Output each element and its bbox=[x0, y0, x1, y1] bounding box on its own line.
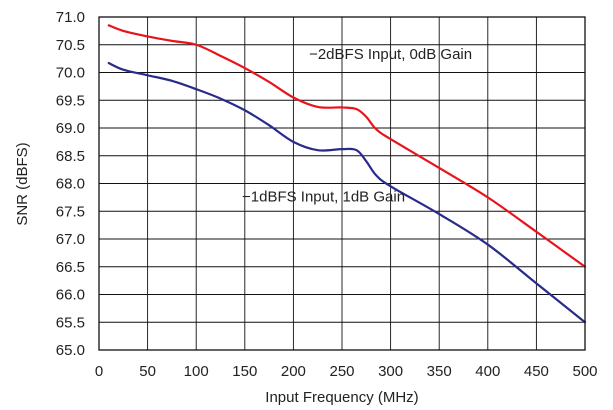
annotations: −2dBFS Input, 0dB Gain −1dBFS Input, 1dB … bbox=[242, 46, 472, 205]
x-tick-label: 100 bbox=[184, 363, 209, 380]
y-tick-label: 67.5 bbox=[56, 203, 85, 220]
x-tick-label: 50 bbox=[139, 363, 156, 380]
y-tick-label: 69.0 bbox=[56, 120, 85, 137]
series-annotation-label: −1dBFS Input, 1dB Gain bbox=[242, 188, 405, 205]
x-axis-ticks: 0 50 100 150 200 250 300 350 400 450 500 bbox=[95, 363, 598, 380]
y-tick-label: 70.0 bbox=[56, 65, 85, 82]
y-tick-label: 66.0 bbox=[56, 287, 85, 304]
y-tick-label: 68.5 bbox=[56, 148, 85, 165]
y-axis-ticks: 65.0 65.5 66.0 66.5 67.0 67.5 68.0 68.5 69.0 69.5… bbox=[56, 9, 85, 359]
series-annotation-label: −2dBFS Input, 0dB Gain bbox=[309, 46, 472, 63]
y-axis-title: SNR (dBFS) bbox=[14, 142, 31, 225]
x-tick-label: 300 bbox=[378, 363, 403, 380]
x-tick-label: 0 bbox=[95, 363, 103, 380]
red-series-line bbox=[107, 24, 587, 268]
y-tick-label: 71.0 bbox=[56, 9, 85, 26]
x-tick-label: 350 bbox=[427, 363, 452, 380]
y-tick-label: 67.0 bbox=[56, 231, 85, 248]
x-tick-label: 400 bbox=[475, 363, 500, 380]
x-tick-label: 250 bbox=[329, 363, 354, 380]
x-tick-label: 450 bbox=[524, 363, 549, 380]
x-axis-title: Input Frequency (MHz) bbox=[265, 389, 418, 406]
y-tick-label: 68.0 bbox=[56, 176, 85, 193]
y-tick-label: 70.5 bbox=[56, 37, 85, 54]
y-tick-label: 65.5 bbox=[56, 314, 85, 331]
y-tick-label: 69.5 bbox=[56, 92, 85, 109]
x-tick-label: 150 bbox=[232, 363, 257, 380]
x-tick-label: 500 bbox=[572, 363, 597, 380]
y-tick-label: 66.5 bbox=[56, 259, 85, 276]
x-tick-label: 200 bbox=[281, 363, 306, 380]
grid bbox=[98, 16, 586, 351]
y-tick-label: 65.0 bbox=[56, 342, 85, 359]
blue-series-line bbox=[107, 61, 587, 324]
plot-frame bbox=[98, 16, 586, 351]
series-layer bbox=[107, 24, 587, 324]
